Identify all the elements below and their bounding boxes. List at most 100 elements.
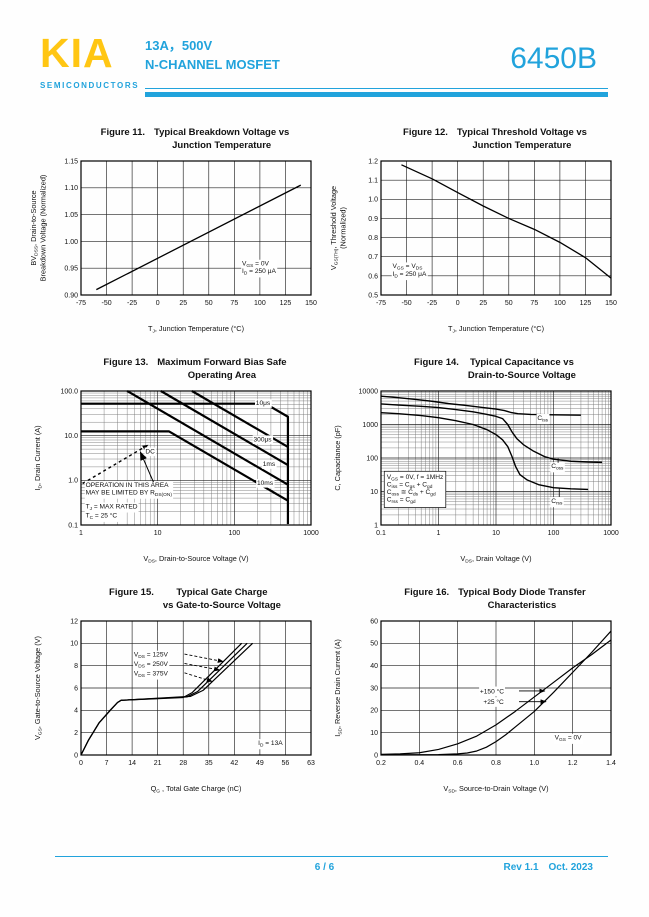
- svg-text:1.0: 1.0: [368, 197, 378, 204]
- device-type: N-CHANNEL MOSFET: [145, 56, 280, 72]
- svg-text:6: 6: [74, 685, 78, 692]
- svg-text:+25 °C: +25 °C: [483, 698, 504, 706]
- svg-text:7: 7: [105, 760, 109, 767]
- svg-text:-75: -75: [76, 300, 86, 307]
- svg-text:50: 50: [205, 300, 213, 307]
- svg-text:25: 25: [479, 300, 487, 307]
- revision-info: Rev 1.1 Oct. 2023: [493, 862, 593, 873]
- svg-text:1.15: 1.15: [64, 158, 78, 165]
- svg-text:TJ, Junction Temperature (°C): TJ, Junction Temperature (°C): [448, 324, 544, 335]
- svg-text:50: 50: [505, 300, 513, 307]
- svg-text:2: 2: [74, 730, 78, 737]
- svg-text:12: 12: [70, 618, 78, 625]
- svg-text:TJ, Junction Temperature (°C): TJ, Junction Temperature (°C): [148, 324, 244, 335]
- figure-label: Figure 15.: [109, 587, 154, 598]
- svg-text:0: 0: [156, 300, 160, 307]
- svg-text:1.2: 1.2: [368, 158, 378, 165]
- svg-text:Breakdown Voltage (Normalized): Breakdown Voltage (Normalized): [39, 175, 48, 282]
- svg-text:1: 1: [437, 530, 441, 537]
- svg-text:-50: -50: [101, 300, 111, 307]
- svg-text:1.0: 1.0: [68, 478, 78, 485]
- svg-text:0.8: 0.8: [491, 760, 501, 767]
- figure-title-line1: Typical Gate Charge: [176, 587, 268, 598]
- svg-text:ID = 250 μA: ID = 250 μA: [393, 271, 427, 280]
- figure-15-title: Figure 15. Typical Gate Charge vs Gate-t…: [27, 587, 327, 613]
- figure-label: Figure 13.: [103, 357, 149, 368]
- svg-text:OPERATION IN THIS AREA: OPERATION IN THIS AREA: [86, 482, 170, 489]
- figure-14: Figure 14. Typical Capacitance vs Drain-…: [327, 357, 627, 565]
- svg-text:Crss: Crss: [551, 498, 563, 507]
- svg-text:100.0: 100.0: [60, 388, 78, 395]
- figure-15: Figure 15. Typical Gate Charge vs Gate-t…: [27, 587, 327, 795]
- svg-text:Coss: Coss: [551, 463, 564, 472]
- svg-text:1.4: 1.4: [606, 760, 616, 767]
- revision: Rev 1.1: [503, 862, 539, 873]
- svg-text:VGS = 0V: VGS = 0V: [555, 735, 583, 744]
- svg-text:1: 1: [79, 530, 83, 537]
- figure-12-plot: -75 -50 -25 0 25 50 75 100 125 150 0.5 0.6 0.7 0.8 0.9…: [329, 158, 617, 335]
- figure-16-plot: 0.2 0.4 0.6 0.8 1.0 1.2 1.4 0 10 20 30 40 50 60 VSD, S…: [333, 618, 616, 794]
- svg-text:MAY BE LIMITED BY RDS(ON): MAY BE LIMITED BY RDS(ON): [86, 489, 173, 498]
- svg-text:BVDSS, Drain-to-Source: BVDSS, Drain-to-Source: [29, 190, 40, 265]
- svg-text:125: 125: [580, 300, 592, 307]
- svg-text:VDS, Drain-to-Source Voltage (: VDS, Drain-to-Source Voltage (V): [143, 554, 248, 565]
- svg-text:35: 35: [205, 760, 213, 767]
- footer-rule: [55, 856, 608, 857]
- figure-16: Figure 16. Typical Body Diode Transfer C…: [327, 587, 627, 795]
- svg-text:0.90: 0.90: [64, 292, 78, 299]
- figure-11-plot: -75 -50 -25 0 25 50 75 100 125 150 0.90 0.95 1.00 1.0…: [29, 158, 317, 335]
- svg-text:100: 100: [548, 530, 560, 537]
- figures-grid: Figure 11. Typical Breakdown Voltage vs …: [27, 127, 627, 795]
- svg-text:-25: -25: [127, 300, 137, 307]
- part-number: 6450B: [510, 42, 597, 75]
- page-number: 6 / 6: [314, 862, 335, 873]
- svg-text:0.5: 0.5: [368, 292, 378, 299]
- svg-text:10: 10: [370, 730, 378, 737]
- svg-text:Ciss = Cgs + Cgd: Ciss = Cgs + Cgd: [387, 481, 433, 490]
- svg-text:DC: DC: [145, 448, 155, 455]
- figure-label: Figure 12.: [403, 127, 448, 138]
- svg-text:10μs: 10μs: [256, 400, 271, 407]
- svg-text:VGS, Gate-to-Source Voltage (V: VGS, Gate-to-Source Voltage (V): [33, 636, 44, 740]
- figure-title-line2: Junction Temperature: [172, 139, 272, 151]
- svg-text:0.7: 0.7: [368, 254, 378, 261]
- figure-title-line2: Characteristics: [487, 599, 557, 611]
- svg-text:1000: 1000: [362, 422, 378, 429]
- svg-text:150: 150: [305, 300, 317, 307]
- device-spec: 13A，500V N-CHANNEL MOSFET: [145, 37, 280, 75]
- svg-text:Ciss: Ciss: [537, 415, 548, 424]
- revision-date: Oct. 2023: [548, 862, 593, 873]
- svg-text:28: 28: [179, 760, 187, 767]
- svg-text:75: 75: [230, 300, 238, 307]
- svg-text:0.95: 0.95: [64, 266, 78, 273]
- svg-text:50: 50: [370, 641, 378, 648]
- figure-title-line1: Typical Breakdown Voltage vs: [154, 127, 290, 138]
- svg-text:63: 63: [307, 760, 315, 767]
- svg-text:1000: 1000: [603, 530, 619, 537]
- svg-text:8: 8: [74, 663, 78, 670]
- figure-label: Figure 11.: [100, 127, 145, 138]
- figure-13-title: Figure 13. Maximum Forward Bias Safe Ope…: [27, 357, 327, 383]
- figure-13: Figure 13. Maximum Forward Bias Safe Ope…: [27, 357, 327, 565]
- svg-text:14: 14: [128, 760, 136, 767]
- svg-text:100: 100: [254, 300, 266, 307]
- svg-text:100: 100: [366, 455, 378, 462]
- svg-text:1.00: 1.00: [64, 239, 78, 246]
- svg-text:30: 30: [370, 685, 378, 692]
- svg-text:0.2: 0.2: [376, 760, 386, 767]
- svg-text:ID = 250 μA: ID = 250 μA: [242, 268, 276, 277]
- svg-text:-75: -75: [376, 300, 386, 307]
- svg-text:0.1: 0.1: [68, 522, 78, 529]
- svg-text:1: 1: [374, 522, 378, 529]
- svg-text:ID, Drain Current (A): ID, Drain Current (A): [33, 425, 44, 490]
- svg-text:0: 0: [79, 760, 83, 767]
- svg-text:(Normalized): (Normalized): [339, 207, 348, 249]
- svg-text:-25: -25: [427, 300, 437, 307]
- svg-text:TC = 25 °C: TC = 25 °C: [86, 512, 118, 522]
- figure-13-plot: 1 10 100 1000 0.1 1.0 10.0 100.0 VDS, Drain-to-S…: [33, 388, 319, 565]
- svg-text:10.0: 10.0: [64, 433, 78, 440]
- svg-text:0: 0: [74, 752, 78, 759]
- company-logo: KIA: [40, 30, 114, 76]
- figure-title-line1: Typical Capacitance vs: [470, 357, 574, 368]
